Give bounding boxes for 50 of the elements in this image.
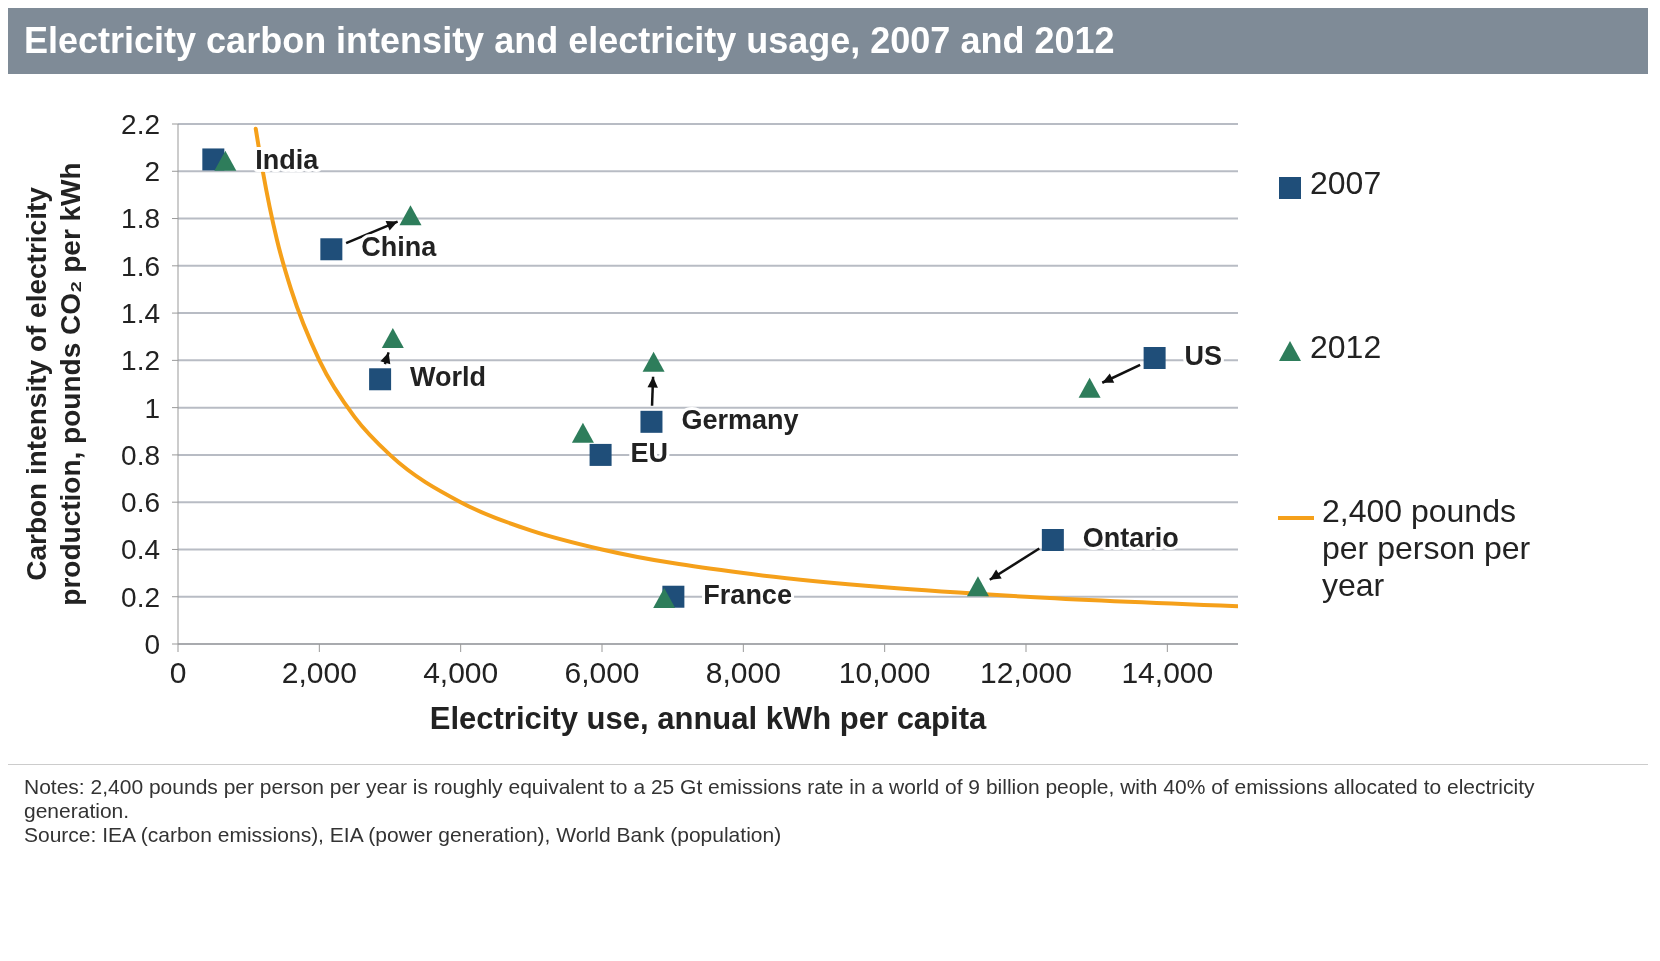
point bbox=[653, 588, 676, 609]
source-note: Source: IEA (carbon emissions), EIA (power generation), World Bank (population) bbox=[24, 823, 783, 847]
x-tick-label: 8,000 bbox=[705, 656, 781, 690]
x-tick-label: 4,000 bbox=[423, 656, 499, 690]
point bbox=[399, 205, 422, 226]
y-axis-title: Carbon intensity of electricity production, pounds CO₂ per kWh bbox=[21, 162, 86, 606]
point bbox=[642, 351, 665, 372]
point bbox=[966, 576, 989, 597]
x-tick-label: 14,000 bbox=[1121, 656, 1214, 690]
legend-label: 2,400 pounds per person per year bbox=[1322, 492, 1532, 604]
point bbox=[640, 410, 663, 433]
x-tick-label: 0 bbox=[169, 656, 187, 690]
y-tick-label: 2 bbox=[144, 156, 160, 188]
point bbox=[1078, 377, 1101, 398]
point bbox=[1041, 529, 1064, 551]
point bbox=[214, 150, 237, 171]
y-tick-label: 1.2 bbox=[121, 345, 160, 377]
point bbox=[589, 443, 612, 466]
y-tick-label: 2.2 bbox=[121, 108, 160, 140]
annotation: US bbox=[1184, 341, 1223, 372]
legend-label: 2012 bbox=[1310, 328, 1383, 366]
point bbox=[1143, 347, 1166, 369]
point bbox=[320, 238, 343, 261]
y-tick-label: 1.8 bbox=[121, 203, 160, 235]
annotation: EU bbox=[630, 438, 669, 469]
y-tick-label: 1.6 bbox=[121, 250, 160, 282]
x-tick-label: 12,000 bbox=[980, 656, 1072, 690]
text: Notes: 2,400 pounds per person per year is roughly equivalent to a 25 Gt emissions rate in a world of 9 billion people, with 40% of emissions allocated to electricity generation. bbox=[24, 775, 1536, 823]
annotation: Germany bbox=[681, 404, 799, 435]
y-tick-label: 0 bbox=[144, 628, 160, 660]
legend-label: 2007 bbox=[1310, 164, 1383, 202]
y-tick-label: 0.8 bbox=[121, 439, 160, 471]
annotation: Ontario bbox=[1082, 523, 1179, 554]
annotation: World bbox=[410, 362, 487, 393]
x-tick-label: 2,000 bbox=[281, 656, 357, 690]
annotation: France bbox=[703, 579, 792, 610]
y-tick-label: 0.6 bbox=[121, 487, 160, 519]
x-tick-label: 10,000 bbox=[838, 656, 931, 690]
y-tick-label: 1.4 bbox=[121, 298, 160, 330]
line-series bbox=[253, 126, 1238, 609]
point bbox=[369, 368, 392, 391]
y-tick-label: 0.4 bbox=[121, 534, 160, 566]
y-tick-label: 1 bbox=[144, 392, 160, 424]
point bbox=[381, 328, 404, 349]
x-tick-label: 6,000 bbox=[564, 656, 640, 690]
x-axis-title: Electricity use, annual kWh per capita bbox=[429, 701, 987, 736]
annotation: China bbox=[361, 232, 438, 263]
y-tick-label: 0.2 bbox=[121, 581, 160, 613]
point bbox=[571, 422, 594, 443]
chart-title: Electricity carbon intensity and electricity usage, 2007 and 2012 bbox=[8, 8, 1648, 74]
